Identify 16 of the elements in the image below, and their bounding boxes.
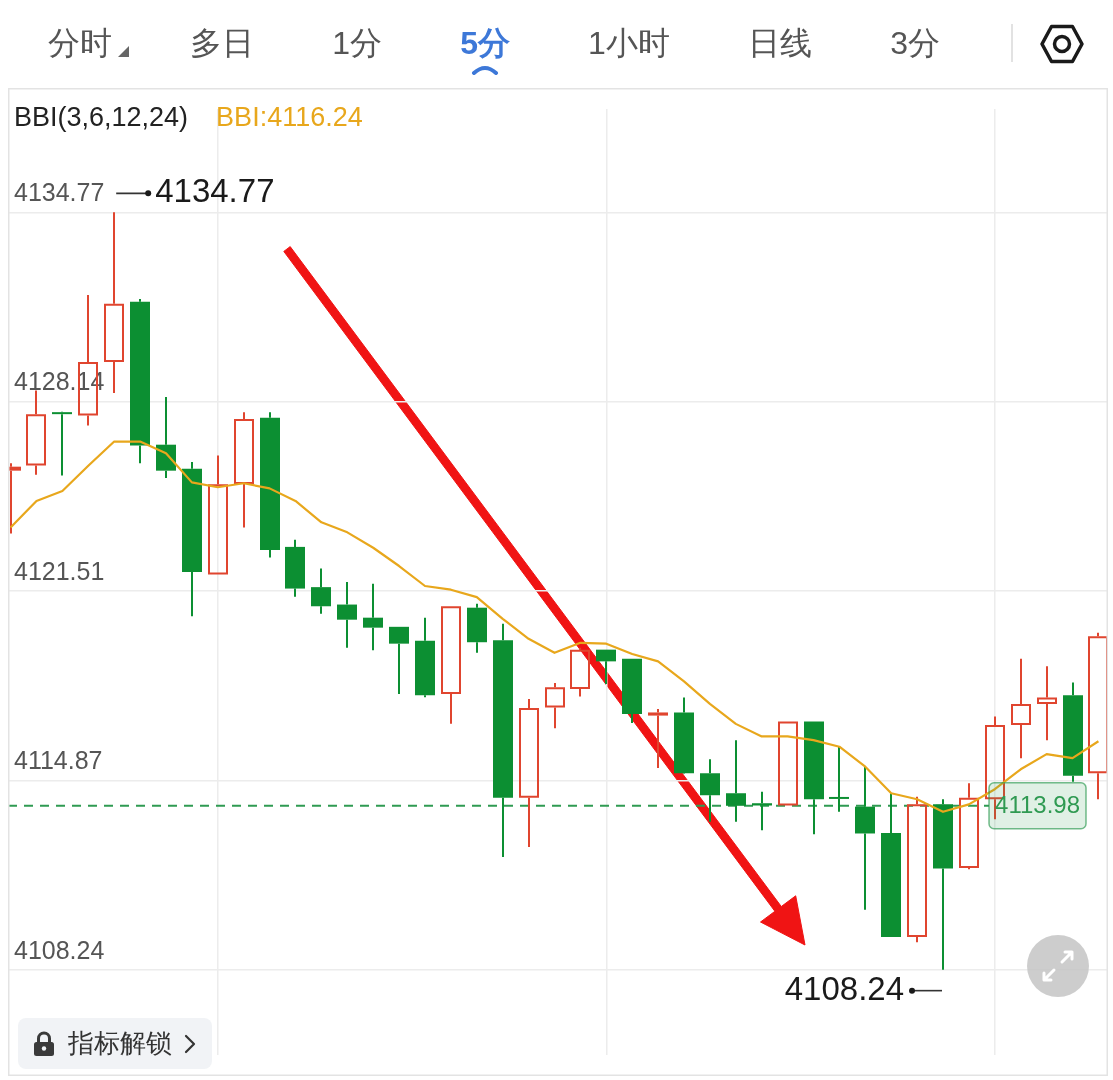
annotation: 4108.24 bbox=[784, 969, 905, 1007]
annotation: 指标解锁 bbox=[68, 1027, 172, 1060]
text: 5分 bbox=[460, 24, 510, 63]
text: 1分 bbox=[332, 24, 383, 63]
y-tick-label: 4114.87 bbox=[14, 746, 103, 775]
text: 多日 bbox=[190, 24, 255, 63]
y-tick-label: 4108.24 bbox=[14, 935, 105, 964]
legend-title: BBI(3,6,12,24) bbox=[14, 102, 189, 132]
text: 3分 bbox=[890, 24, 940, 63]
y-tick-label: 4121.51 bbox=[14, 556, 105, 585]
text: 分时 bbox=[48, 24, 112, 63]
text: BBI:4116.24 bbox=[216, 102, 363, 132]
y-tick-label: 4134.77 bbox=[14, 178, 105, 207]
text: 日线 bbox=[748, 24, 813, 63]
annotation: 4134.77 bbox=[155, 172, 275, 210]
text: 1小时 bbox=[588, 24, 670, 63]
